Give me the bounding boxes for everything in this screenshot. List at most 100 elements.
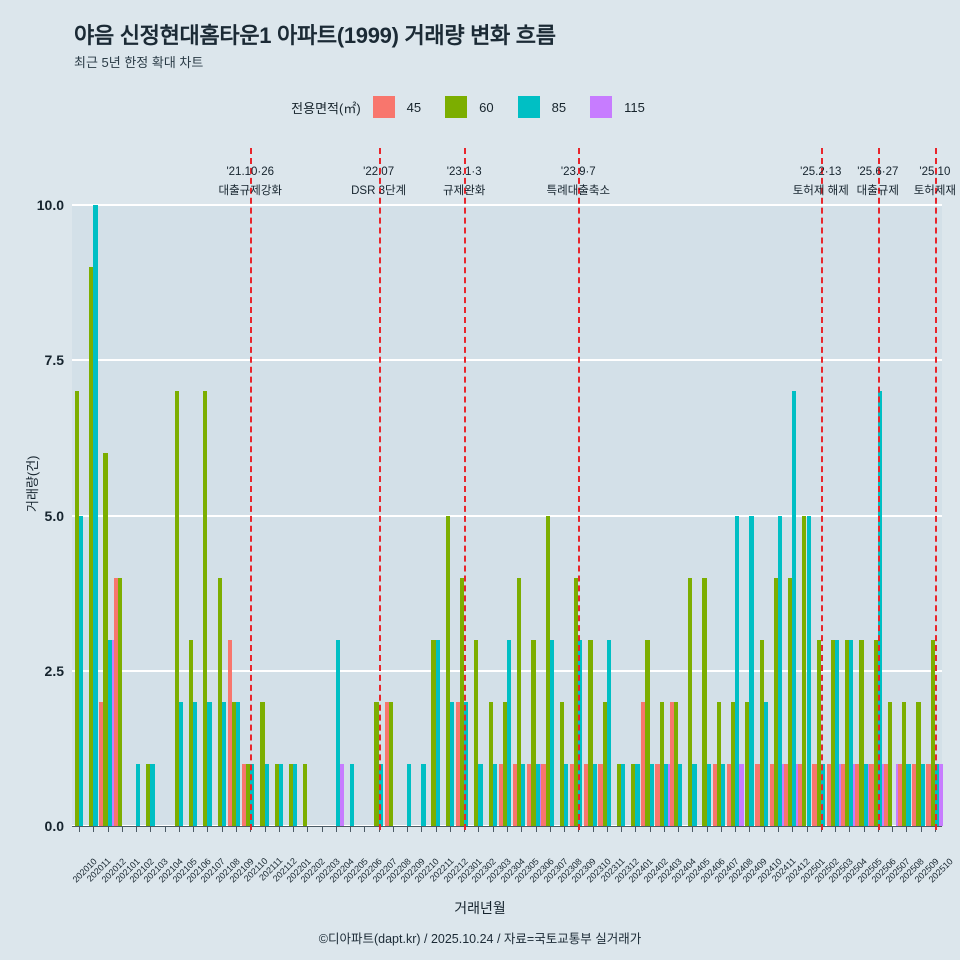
bar-202412-60[interactable] xyxy=(788,577,793,826)
bar-202204-85[interactable] xyxy=(335,639,341,826)
bar-202111-85[interactable] xyxy=(264,763,269,826)
bar-202109-85[interactable] xyxy=(236,701,241,826)
bar-202310-85[interactable] xyxy=(592,763,597,826)
bar-202305-45[interactable] xyxy=(512,763,518,826)
bar-202312-60[interactable] xyxy=(616,763,622,826)
bar-202407-45[interactable] xyxy=(712,763,717,826)
bar-202408-85[interactable] xyxy=(735,515,740,826)
bar-202309-85[interactable] xyxy=(578,639,583,826)
bar-202207-85[interactable] xyxy=(378,763,383,826)
bar-202505-85[interactable] xyxy=(863,763,868,826)
legend-item-115[interactable]: 115 xyxy=(590,96,663,118)
bar-202407-85[interactable] xyxy=(720,763,726,826)
bar-202403-85[interactable] xyxy=(663,763,669,826)
bar-202401-60[interactable] xyxy=(631,763,636,826)
bar-202304-60[interactable] xyxy=(502,701,507,826)
bar-202306-85[interactable] xyxy=(535,763,540,826)
bar-202508-45[interactable] xyxy=(897,763,903,826)
bar-202106-60[interactable] xyxy=(189,639,194,826)
bar-202211-85[interactable] xyxy=(435,639,440,826)
bar-202406-85[interactable] xyxy=(706,763,711,826)
bar-202404-60[interactable] xyxy=(673,701,679,826)
bar-202102-85[interactable] xyxy=(136,763,141,826)
bar-202405-60[interactable] xyxy=(688,577,693,826)
bar-202402-60[interactable] xyxy=(645,639,650,826)
bar-202510-115[interactable] xyxy=(939,763,944,826)
bar-202106-85[interactable] xyxy=(193,701,198,826)
bar-202212-60[interactable] xyxy=(445,515,450,826)
bar-202505-45[interactable] xyxy=(855,763,860,826)
bar-202309-45[interactable] xyxy=(569,763,575,826)
bar-202311-60[interactable] xyxy=(602,701,607,826)
bar-202303-85[interactable] xyxy=(492,763,497,826)
bar-202011-85[interactable] xyxy=(93,205,98,826)
bar-202411-85[interactable] xyxy=(777,515,783,826)
bar-202109-60[interactable] xyxy=(231,701,236,826)
bar-202312-85[interactable] xyxy=(621,763,626,826)
bar-202509-85[interactable] xyxy=(920,763,925,826)
bar-202506-60[interactable] xyxy=(873,639,878,826)
bar-202110-45[interactable] xyxy=(241,763,247,826)
bar-202409-85[interactable] xyxy=(749,515,754,826)
bar-202205-85[interactable] xyxy=(350,763,355,826)
bar-202208-60[interactable] xyxy=(388,701,393,826)
bar-202111-60[interactable] xyxy=(260,701,265,826)
bar-202404-45[interactable] xyxy=(669,701,674,826)
bar-202302-60[interactable] xyxy=(474,639,479,826)
bar-202501-45[interactable] xyxy=(798,763,803,826)
bar-202502-45[interactable] xyxy=(812,763,817,826)
bar-202510-45[interactable] xyxy=(926,763,931,826)
bar-202311-85[interactable] xyxy=(606,639,612,826)
bar-202412-85[interactable] xyxy=(792,391,797,826)
bar-202209-85[interactable] xyxy=(407,763,412,826)
bar-202410-45[interactable] xyxy=(755,763,760,826)
bar-202103-85[interactable] xyxy=(150,763,155,826)
bar-202109-45[interactable] xyxy=(227,639,232,826)
bar-202201-85[interactable] xyxy=(293,763,298,826)
bar-202404-85[interactable] xyxy=(678,763,683,826)
bar-202208-45[interactable] xyxy=(384,701,389,826)
bar-202504-45[interactable] xyxy=(840,763,846,826)
bar-202407-60[interactable] xyxy=(716,701,721,826)
bar-202403-45[interactable] xyxy=(655,763,660,826)
bar-202310-60[interactable] xyxy=(588,639,593,826)
legend-item-60[interactable]: 60 xyxy=(445,96,511,118)
bar-202307-85[interactable] xyxy=(549,639,554,826)
bar-202402-85[interactable] xyxy=(649,763,654,826)
bar-202301-85[interactable] xyxy=(464,701,469,826)
bar-202502-60[interactable] xyxy=(816,639,821,826)
bar-202305-60[interactable] xyxy=(517,577,522,826)
bar-202105-85[interactable] xyxy=(178,701,184,826)
bar-202110-85[interactable] xyxy=(250,763,255,826)
bar-202012-60[interactable] xyxy=(103,453,108,826)
bar-202309-60[interactable] xyxy=(574,577,579,826)
legend-item-85[interactable]: 85 xyxy=(517,96,584,118)
bar-202101-60[interactable] xyxy=(117,577,122,826)
bar-202510-60[interactable] xyxy=(930,639,935,826)
bar-202408-45[interactable] xyxy=(726,763,731,826)
bar-202502-85[interactable] xyxy=(820,763,825,826)
bar-202503-60[interactable] xyxy=(830,639,836,826)
bar-202107-85[interactable] xyxy=(207,701,212,826)
bar-202110-60[interactable] xyxy=(246,763,251,826)
bar-202010-85[interactable] xyxy=(79,515,84,826)
bar-202510-85[interactable] xyxy=(934,763,940,826)
bar-202107-60[interactable] xyxy=(203,391,208,826)
bar-202108-85[interactable] xyxy=(221,701,226,826)
bar-202101-45[interactable] xyxy=(113,577,118,826)
bar-202310-45[interactable] xyxy=(584,763,589,826)
bar-202308-85[interactable] xyxy=(564,763,569,826)
bar-202207-60[interactable] xyxy=(374,701,379,826)
bar-202012-85[interactable] xyxy=(107,639,112,826)
bar-202308-60[interactable] xyxy=(559,701,565,826)
bar-202505-60[interactable] xyxy=(859,639,864,826)
bar-202410-60[interactable] xyxy=(759,639,764,826)
bar-202508-60[interactable] xyxy=(902,701,907,826)
bar-202507-45[interactable] xyxy=(883,763,888,826)
bar-202509-45[interactable] xyxy=(912,763,917,826)
bar-202011-60[interactable] xyxy=(89,267,94,826)
bar-202311-45[interactable] xyxy=(598,763,603,826)
bar-202112-60[interactable] xyxy=(274,763,279,826)
bar-202506-45[interactable] xyxy=(869,763,874,826)
bar-202301-60[interactable] xyxy=(460,577,465,826)
